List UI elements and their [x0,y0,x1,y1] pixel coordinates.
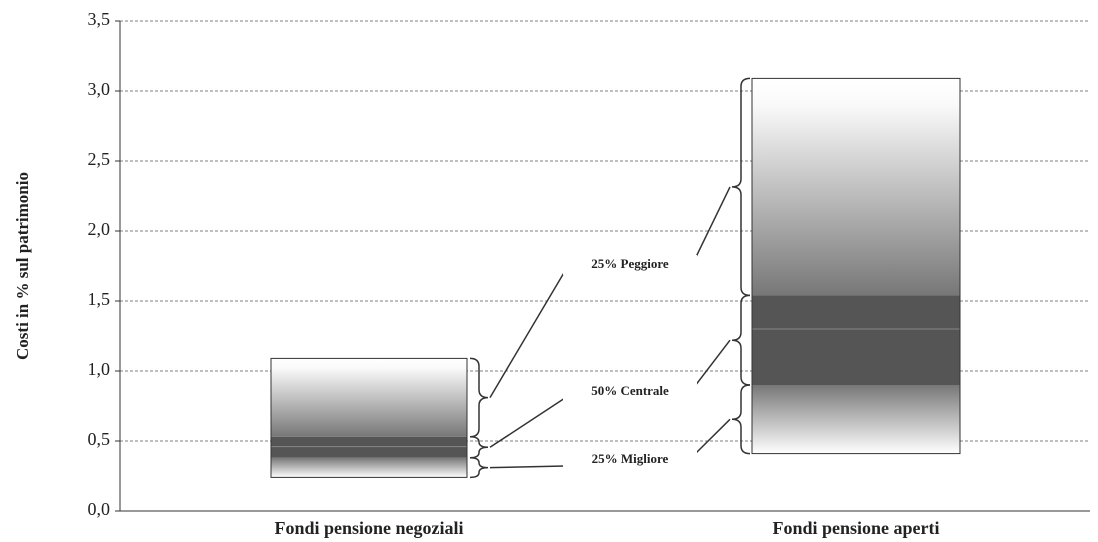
connector [489,270,566,398]
connector [694,186,731,260]
brace [469,457,489,479]
y-axis-label: Costi in % sul patrimonio [13,172,32,360]
y-tick-label: 2,5 [88,149,111,169]
y-tick-label: 3,0 [88,79,111,99]
brace [731,77,751,297]
y-tick-label: 2,0 [88,219,111,239]
y-tick-label: 0,0 [88,499,111,519]
central-band [271,436,467,458]
connector [489,465,566,469]
lower-quartile [752,385,960,454]
box-outline [751,77,961,455]
brace [731,384,751,455]
y-tick-label: 3,5 [88,9,111,29]
y-tick-label: 1,5 [88,289,111,309]
upper-quartile [752,78,960,296]
annotation-bg [563,382,697,402]
connector [489,397,566,448]
upper-quartile [271,358,467,437]
brace [731,294,751,386]
annotation-bg [563,255,697,275]
x-tick-label: Fondi pensione aperti [772,518,939,538]
y-tick-label: 1,0 [88,359,111,379]
connector [694,339,731,387]
x-tick-label: Fondi pensione negoziali [274,518,463,538]
brace [469,357,489,438]
lower-quartile [271,457,467,478]
central-band [752,295,960,385]
annotation-bg [563,450,697,470]
y-tick-label: 0,5 [88,429,111,449]
annotation: 25% Migliore [592,451,669,466]
annotation: 50% Centrale [591,383,669,398]
connector [694,418,731,455]
annotation: 25% Peggiore [591,256,669,271]
box-outline [270,357,468,478]
brace [469,436,489,459]
